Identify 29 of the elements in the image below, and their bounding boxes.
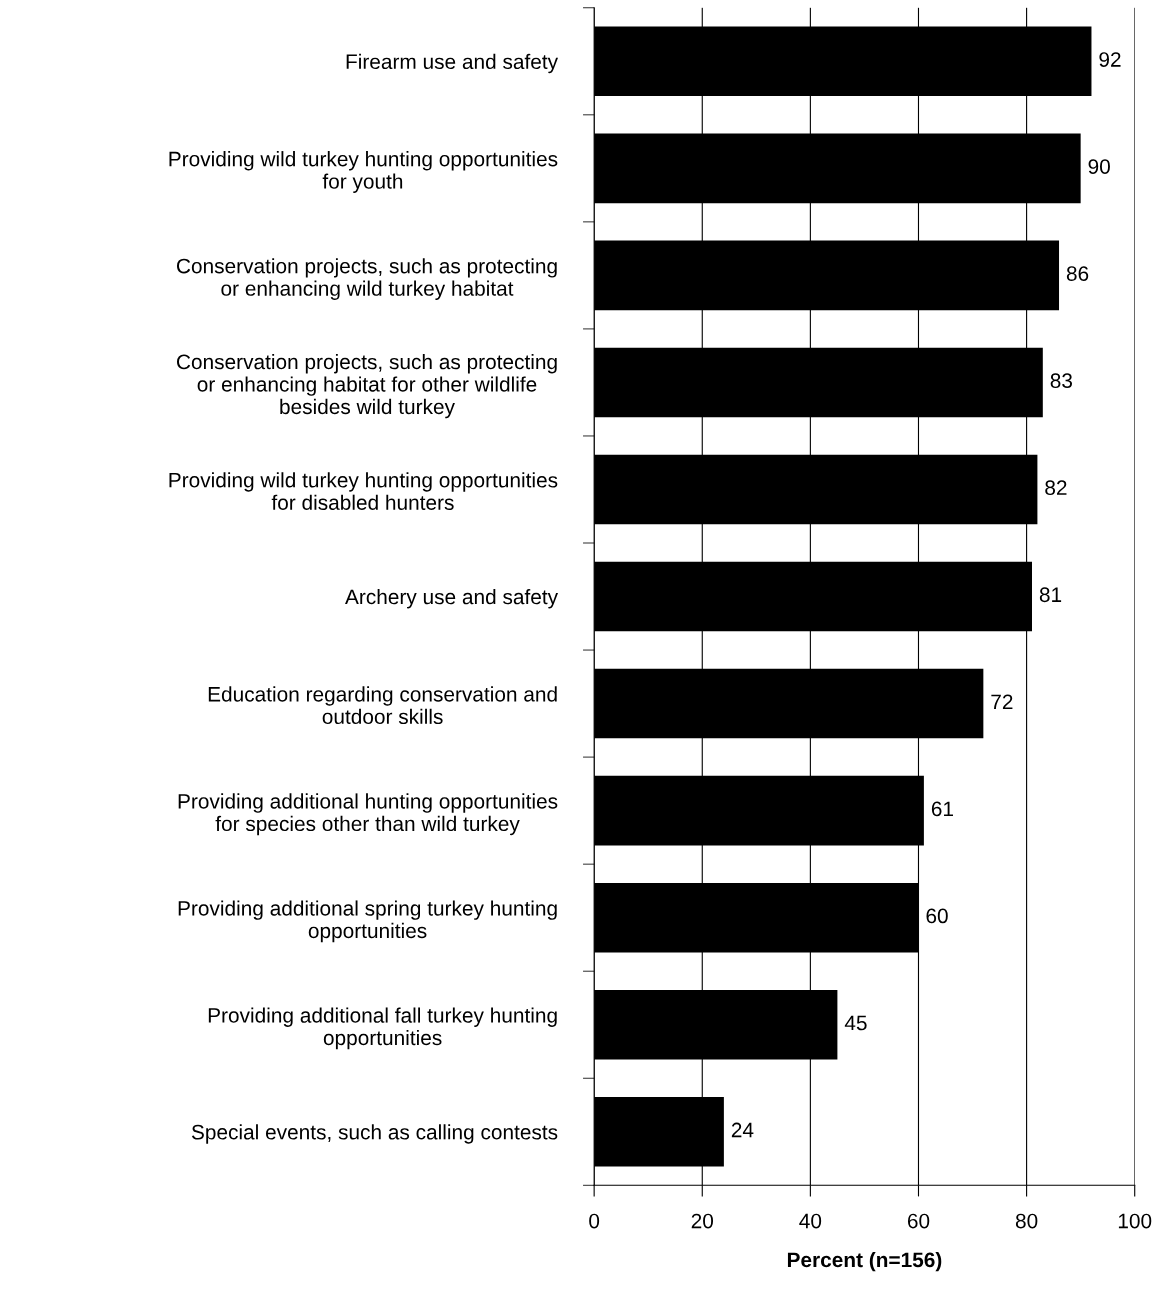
x-tick-label: 80 bbox=[1015, 1213, 1038, 1229]
data-label: 45 bbox=[844, 1015, 867, 1031]
x-tick-label: 100 bbox=[1118, 1213, 1152, 1229]
x-tick-label: 0 bbox=[589, 1213, 600, 1229]
data-label: 61 bbox=[931, 801, 953, 817]
y-tick-label: Archery use and safety bbox=[345, 588, 559, 609]
y-tick-label: Providing wild turkey hunting opportunities for youth bbox=[169, 151, 558, 193]
y-tick-label: Special events, such as calling contests bbox=[191, 1124, 558, 1144]
data-label: 60 bbox=[926, 908, 948, 924]
y-tick-label: Conservation projects, such as protecting or enhancing habitat for other wildlife besides wild turkey bbox=[176, 353, 557, 419]
x-tick-label: 20 bbox=[691, 1213, 714, 1229]
x-tick-label: 40 bbox=[799, 1213, 822, 1229]
x-tick-label: 60 bbox=[907, 1213, 930, 1229]
y-tick-label: Providing wild turkey hunting opportunities for disabled hunters bbox=[169, 472, 558, 510]
y-tick-label: Conservation projects, such as protecting or enhancing wild turkey habitat bbox=[176, 258, 557, 300]
y-tick-label: Firearm use and safety bbox=[346, 53, 559, 74]
data-label: 90 bbox=[1088, 159, 1110, 174]
data-label: 81 bbox=[1039, 587, 1062, 603]
y-tick-label: Education regarding conservation and outdoor skills bbox=[208, 686, 557, 725]
data-label: 86 bbox=[1066, 266, 1089, 281]
data-label: 82 bbox=[1045, 480, 1067, 496]
x-axis-title: Percent (n=156) bbox=[787, 1251, 942, 1272]
data-label: 72 bbox=[991, 694, 1013, 709]
data-label: 92 bbox=[1099, 52, 1121, 67]
data-label: 83 bbox=[1050, 373, 1073, 389]
y-tick-label: Providing additional spring turkey hunting opportunities bbox=[178, 900, 557, 943]
data-label: 24 bbox=[731, 1122, 754, 1138]
y-tick-label: Providing additional hunting opportunities for species other than wild turkey bbox=[178, 793, 558, 836]
y-tick-label: Providing additional fall turkey hunting opportunities bbox=[208, 1007, 557, 1050]
